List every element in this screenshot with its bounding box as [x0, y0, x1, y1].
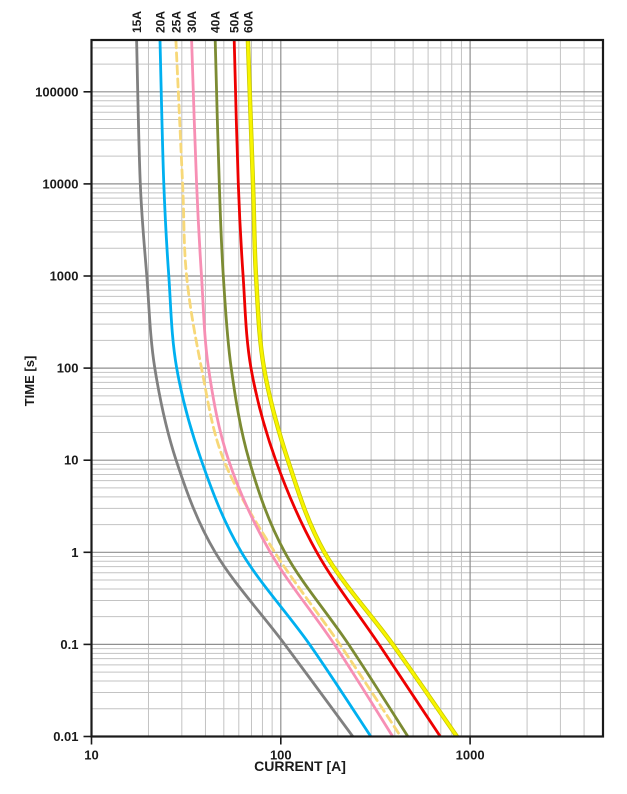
curve-30a: [190, 40, 395, 737]
y-axis-title: TIME [s]: [22, 356, 37, 407]
minor-gridlines: [91, 40, 603, 737]
series-label-60a: 60A: [241, 11, 255, 33]
y-tick-label: 1000: [50, 269, 79, 284]
curve-25a: [174, 40, 403, 737]
series-label-50a: 50A: [228, 11, 242, 33]
y-tick-label: 100000: [35, 84, 78, 99]
series-rating-labels: 15A 20A 25A 30A 40A 50A 60A: [130, 11, 255, 33]
curve-20a: [158, 40, 373, 737]
curve-15a: [135, 40, 355, 737]
y-tick-label: 0.1: [60, 637, 78, 652]
axis-ticks: [83, 91, 471, 745]
series-label-20a: 20A: [154, 11, 168, 33]
curve-40a: [213, 40, 410, 737]
y-tick-label: 10: [64, 453, 78, 468]
series-label-15a: 15A: [130, 11, 144, 33]
x-tick-label: 10: [84, 748, 98, 763]
curve-50a: [232, 40, 442, 737]
series-label-30a: 30A: [185, 11, 199, 33]
series-label-25a: 25A: [169, 11, 183, 33]
curve-60a: [246, 40, 459, 737]
plot-border: [90, 38, 605, 738]
y-tick-label: 10000: [42, 176, 78, 191]
series-label-40a: 40A: [209, 11, 223, 33]
x-axis-title: CURRENT [A]: [254, 758, 346, 774]
x-tick-label: 100: [270, 748, 292, 763]
major-gridlines: [91, 40, 603, 737]
x-tick-label: 1000: [456, 748, 485, 763]
y-tick-label: 0.01: [53, 729, 78, 744]
curve-series-group: [135, 40, 460, 737]
y-tick-label: 100: [57, 361, 79, 376]
axis-tick-labels: 100000 10000 1000 100 10 1 0.1 0.01 10 100 1000: [35, 84, 484, 762]
y-tick-label: 1: [71, 545, 78, 560]
